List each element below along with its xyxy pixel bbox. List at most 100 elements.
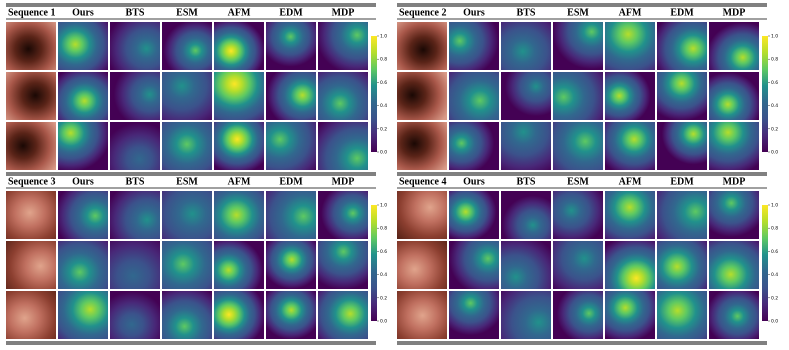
depth-map <box>657 241 707 289</box>
colorbar-tick-label: 0.6 <box>771 80 778 86</box>
depth-map <box>501 72 551 120</box>
colorbar-tick-label: 0.0 <box>380 150 387 156</box>
depth-map <box>110 291 160 339</box>
input-image <box>397 291 447 339</box>
method-label: EDM <box>670 176 694 187</box>
input-image <box>6 191 56 239</box>
depth-map <box>709 191 759 239</box>
depth-map <box>553 241 603 289</box>
depth-map <box>605 122 655 170</box>
colorbar-tick-label: 0.2 <box>380 295 387 301</box>
depth-map <box>449 291 499 339</box>
input-image <box>6 122 56 170</box>
colorbar-tick-label: 0.4 <box>380 103 387 109</box>
colorbar <box>371 205 377 321</box>
colorbar <box>762 36 768 152</box>
sequence-label: Sequence 3 <box>8 176 56 187</box>
colorbar-tick-label: 0.8 <box>380 226 387 232</box>
method-label: ESM <box>567 7 589 18</box>
colorbar-tick-label: 0.0 <box>771 319 778 325</box>
colorbar-tick-label: 0.4 <box>380 272 387 278</box>
method-label: Ours <box>463 176 485 187</box>
method-label: AFM <box>228 7 251 18</box>
sequence-label: Sequence 1 <box>8 7 56 18</box>
depth-map <box>449 72 499 120</box>
method-label: ESM <box>176 7 198 18</box>
depth-map <box>214 291 264 339</box>
depth-map <box>657 122 707 170</box>
depth-map <box>266 291 316 339</box>
depth-map <box>605 72 655 120</box>
depth-map <box>162 291 212 339</box>
depth-map <box>553 72 603 120</box>
colorbar <box>371 36 377 152</box>
input-image <box>6 22 56 70</box>
method-label: MDP <box>723 176 746 187</box>
depth-map <box>214 241 264 289</box>
panel: Sequence 3 Ours BTS ESM AFM EDM MDP 0.0 0.2 0.4 0.… <box>6 172 387 345</box>
depth-map <box>58 241 108 289</box>
method-label: BTS <box>126 7 145 18</box>
depth-map <box>58 72 108 120</box>
depth-map <box>709 22 759 70</box>
sequence-label: Sequence 2 <box>399 7 447 18</box>
colorbar-tick-label: 1.0 <box>380 203 387 209</box>
method-label: MDP <box>723 7 746 18</box>
depth-map <box>657 191 707 239</box>
colorbar-tick-label: 0.4 <box>771 103 778 109</box>
depth-map <box>110 22 160 70</box>
input-image <box>6 72 56 120</box>
depth-map <box>449 191 499 239</box>
colorbar-tick-label: 0.8 <box>380 57 387 63</box>
depth-map <box>58 22 108 70</box>
method-label: AFM <box>619 7 642 18</box>
input-image <box>397 72 447 120</box>
method-label: EDM <box>279 176 303 187</box>
depth-map <box>605 191 655 239</box>
colorbar-tick-label: 0.6 <box>380 249 387 255</box>
depth-map <box>605 22 655 70</box>
method-label: Ours <box>463 7 485 18</box>
depth-map <box>657 22 707 70</box>
depth-map <box>214 122 264 170</box>
input-image <box>6 291 56 339</box>
depth-map <box>318 22 368 70</box>
depth-map <box>553 22 603 70</box>
colorbar-tick-label: 0.4 <box>771 272 778 278</box>
depth-map <box>266 241 316 289</box>
depth-map <box>162 191 212 239</box>
depth-map <box>449 22 499 70</box>
depth-map <box>214 72 264 120</box>
sequence-label: Sequence 4 <box>399 176 447 187</box>
depth-map <box>709 72 759 120</box>
depth-map <box>266 72 316 120</box>
colorbar-tick-label: 0.0 <box>380 319 387 325</box>
depth-map <box>553 122 603 170</box>
depth-map <box>709 291 759 339</box>
depth-map <box>266 22 316 70</box>
colorbar-tick-label: 0.8 <box>771 226 778 232</box>
colorbar-tick-label: 1.0 <box>380 34 387 40</box>
depth-map <box>501 241 551 289</box>
input-image <box>397 22 447 70</box>
colorbar-tick-label: 0.2 <box>771 295 778 301</box>
method-label: Ours <box>72 176 94 187</box>
panel: Sequence 2 Ours BTS ESM AFM EDM MDP 0.0 0.2 0.4 0.… <box>397 3 778 170</box>
method-label: ESM <box>176 176 198 187</box>
input-image <box>397 191 447 239</box>
method-label: BTS <box>517 7 536 18</box>
method-label: AFM <box>228 176 251 187</box>
method-label: EDM <box>670 7 694 18</box>
depth-map <box>605 291 655 339</box>
colorbar-tick-label: 1.0 <box>771 203 778 209</box>
depth-map <box>709 241 759 289</box>
depth-map <box>709 122 759 170</box>
method-label: MDP <box>332 7 355 18</box>
depth-map <box>318 241 368 289</box>
input-image <box>397 241 447 289</box>
depth-map <box>162 72 212 120</box>
input-image <box>397 122 447 170</box>
colorbar-tick-label: 0.0 <box>771 150 778 156</box>
panel: Sequence 1 Ours BTS ESM AFM EDM MDP 0.0 0.2 0.4 0.… <box>6 3 387 170</box>
